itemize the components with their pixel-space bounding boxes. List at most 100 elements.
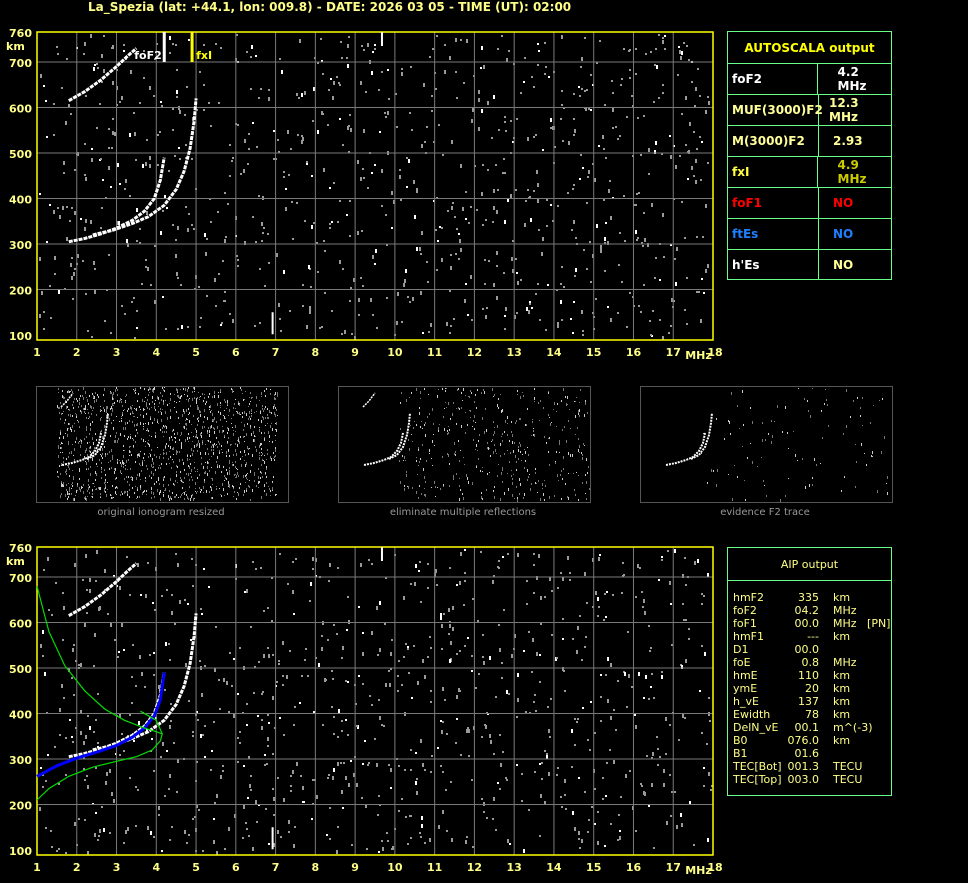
noise-echo <box>226 408 227 409</box>
noise-echo <box>78 421 79 423</box>
noise-echo <box>496 453 497 454</box>
noise-echo <box>259 452 260 454</box>
noise-echo <box>643 212 645 214</box>
noise-echo <box>521 460 522 461</box>
noise-echo <box>638 192 640 194</box>
noise-echo <box>117 459 118 460</box>
noise-echo <box>285 207 287 211</box>
noise-echo <box>129 484 130 486</box>
noise-echo <box>183 388 184 390</box>
noise-echo <box>586 89 588 91</box>
noise-echo <box>788 478 789 479</box>
noise-echo <box>90 405 91 408</box>
noise-echo <box>663 256 665 258</box>
noise-echo <box>261 496 262 499</box>
noise-echo <box>302 801 304 803</box>
noise-echo <box>84 42 86 46</box>
noise-echo <box>481 109 483 113</box>
noise-echo <box>224 410 225 411</box>
noise-echo <box>526 603 528 605</box>
noise-echo <box>113 427 114 430</box>
noise-echo <box>137 489 138 491</box>
noise-echo <box>808 410 809 412</box>
noise-echo <box>232 319 234 323</box>
noise-echo <box>62 206 64 210</box>
noise-echo <box>210 221 212 223</box>
noise-echo <box>172 439 173 441</box>
noise-echo <box>363 177 365 179</box>
noise-echo <box>94 486 95 487</box>
noise-echo <box>139 406 140 408</box>
noise-echo <box>177 451 178 453</box>
noise-echo <box>578 410 579 413</box>
noise-echo <box>489 448 490 449</box>
noise-echo <box>661 671 663 673</box>
noise-echo <box>157 396 158 399</box>
noise-echo <box>77 490 78 491</box>
noise-echo <box>155 435 156 438</box>
noise-echo <box>148 440 149 441</box>
noise-echo <box>203 400 204 402</box>
noise-echo <box>494 486 495 488</box>
noise-echo <box>532 419 533 420</box>
noise-echo <box>182 459 183 461</box>
noise-echo <box>272 481 273 483</box>
noise-echo <box>260 410 261 411</box>
noise-echo <box>129 450 130 451</box>
noise-echo <box>313 222 315 224</box>
noise-echo <box>640 154 642 156</box>
noise-echo <box>381 724 383 726</box>
noise-echo <box>115 753 117 755</box>
noise-echo <box>509 440 510 442</box>
noise-echo <box>425 422 426 424</box>
noise-echo <box>67 406 68 408</box>
noise-echo <box>69 487 70 489</box>
noise-echo <box>559 452 560 453</box>
noise-echo <box>455 253 457 255</box>
noise-echo <box>220 324 222 326</box>
noise-echo <box>216 794 218 798</box>
noise-echo <box>97 839 99 841</box>
noise-echo <box>435 496 436 497</box>
noise-echo <box>43 311 45 313</box>
noise-echo <box>708 101 710 105</box>
noise-echo <box>166 443 167 445</box>
noise-echo <box>74 563 76 567</box>
noise-echo <box>503 609 505 611</box>
noise-echo <box>278 663 280 665</box>
noise-echo <box>151 436 152 437</box>
noise-echo <box>166 207 168 209</box>
noise-echo <box>461 407 462 409</box>
noise-echo <box>618 814 620 816</box>
noise-echo <box>123 649 125 651</box>
noise-echo <box>176 69 178 71</box>
noise-echo <box>674 549 676 553</box>
noise-echo <box>123 466 124 468</box>
noise-echo <box>700 179 702 181</box>
noise-echo <box>99 459 100 461</box>
noise-echo <box>117 656 119 658</box>
noise-echo <box>72 444 73 445</box>
noise-echo <box>169 725 171 729</box>
noise-echo <box>514 442 515 444</box>
noise-echo <box>498 407 499 409</box>
noise-echo <box>472 426 473 427</box>
noise-echo <box>204 394 205 395</box>
noise-echo <box>445 789 447 791</box>
noise-echo <box>604 242 606 244</box>
noise-echo <box>717 469 718 472</box>
noise-echo <box>250 401 251 402</box>
noise-echo <box>45 827 47 829</box>
noise-echo <box>229 144 231 146</box>
noise-echo <box>810 415 811 417</box>
noise-echo <box>511 475 512 477</box>
noise-echo <box>436 35 438 37</box>
noise-echo <box>211 750 213 752</box>
noise-echo <box>135 685 137 687</box>
noise-echo <box>197 471 198 472</box>
noise-echo <box>400 428 401 430</box>
noise-echo <box>757 466 758 467</box>
noise-echo <box>123 50 125 52</box>
noise-echo <box>581 310 583 314</box>
noise-echo <box>104 589 106 591</box>
